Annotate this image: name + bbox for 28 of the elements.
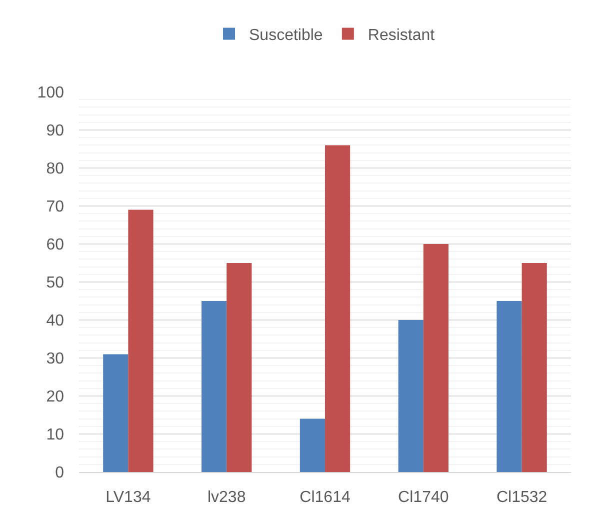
bar <box>202 301 227 472</box>
x-tick-label: Cl1614 <box>300 489 350 506</box>
y-tick-label: 70 <box>46 198 64 216</box>
y-tick-label: 50 <box>46 274 64 292</box>
y-tick-label: 10 <box>46 426 64 444</box>
bar <box>496 301 522 472</box>
bar <box>522 263 547 472</box>
legend-label: Resistant <box>368 27 436 44</box>
x-tick-label: lv238 <box>207 489 246 506</box>
bar <box>398 320 424 472</box>
bar <box>128 210 154 472</box>
x-tick-label: Cl1532 <box>496 489 548 506</box>
y-tick-label: 0 <box>55 464 64 482</box>
bar <box>423 244 448 472</box>
y-tick-label: 100 <box>37 84 64 102</box>
y-tick-label: 40 <box>46 312 64 330</box>
y-tick-label: 20 <box>46 388 64 406</box>
y-tick-label: 80 <box>46 160 64 178</box>
y-tick-label: 60 <box>46 236 64 254</box>
bar <box>300 418 325 472</box>
x-tick-label: Cl1740 <box>398 489 449 506</box>
bar <box>226 263 252 472</box>
bar <box>325 145 350 472</box>
bar <box>103 354 128 472</box>
y-tick-label: 90 <box>46 122 64 140</box>
x-tick-label: LV134 <box>106 489 151 506</box>
y-tick-label: 30 <box>46 350 64 368</box>
legend-label: Suscetible <box>249 27 323 44</box>
